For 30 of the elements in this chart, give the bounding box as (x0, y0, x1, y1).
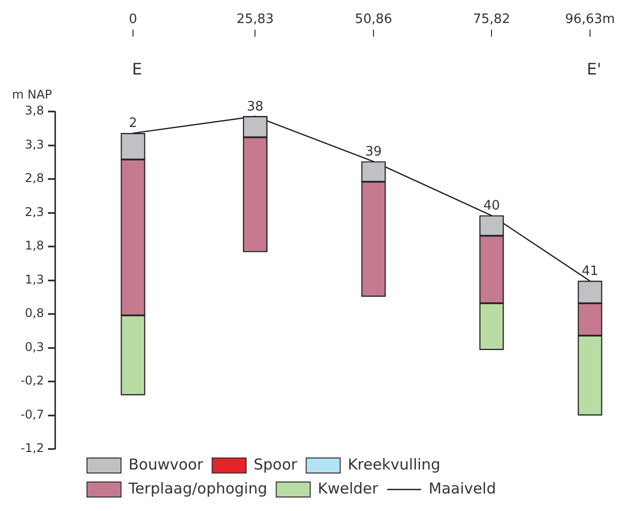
y-tick-label: 1,3 (24, 272, 44, 286)
legend-label: Bouwvoor (128, 455, 204, 474)
y-tick-label: 2,3 (24, 204, 44, 219)
annotation: 2 (128, 116, 138, 132)
y-tick-label: -0,2 (20, 374, 44, 388)
y-tick-label: 0,8 (24, 306, 44, 320)
text: E' (586, 60, 602, 79)
legend-label: Maaiveld (428, 479, 496, 498)
annotation: 38 (246, 99, 264, 114)
y-tick-label: 2,8 (24, 171, 44, 186)
y-tick-label: 1,8 (24, 238, 44, 253)
legend-label: Spoor (254, 455, 298, 474)
y-axis-title: m NAP (12, 88, 52, 102)
legend-label: Kreekvulling (348, 455, 440, 474)
y-tick-label: 3,3 (24, 137, 44, 152)
x-tick-label: 75,82 (472, 12, 510, 28)
y-tick-label: -1,2 (20, 441, 44, 456)
text: E (132, 60, 142, 79)
x-tick-label: 50,86 (354, 12, 392, 28)
annotation: 40 (483, 198, 500, 214)
x-tick-label: 25,83 (236, 12, 274, 28)
y-tick-label: 3,8 (24, 104, 44, 118)
legend-label: Kwelder (318, 479, 380, 498)
legend-label: Terplaag/ophoging (128, 479, 268, 498)
x-tick-label: 96,63m (565, 12, 615, 28)
y-tick-label: 0,3 (24, 340, 44, 354)
x-tick-label: 0 (128, 12, 138, 28)
annotation: 39 (365, 144, 382, 160)
y-tick-label: -0,7 (20, 407, 44, 422)
annotation: 41 (582, 264, 598, 279)
